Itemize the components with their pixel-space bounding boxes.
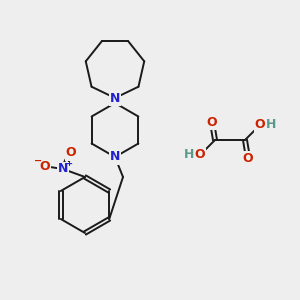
- Text: O: O: [243, 152, 253, 164]
- Text: +: +: [65, 158, 73, 167]
- Text: O: O: [40, 160, 50, 173]
- Text: N: N: [110, 92, 120, 104]
- Text: H: H: [266, 118, 276, 131]
- Text: H: H: [184, 148, 194, 161]
- Text: O: O: [255, 118, 265, 131]
- Text: −: −: [34, 156, 42, 166]
- Text: N: N: [110, 151, 120, 164]
- Text: N: N: [58, 163, 68, 176]
- Text: O: O: [207, 116, 217, 128]
- Text: O: O: [66, 146, 76, 160]
- Text: O: O: [195, 148, 205, 161]
